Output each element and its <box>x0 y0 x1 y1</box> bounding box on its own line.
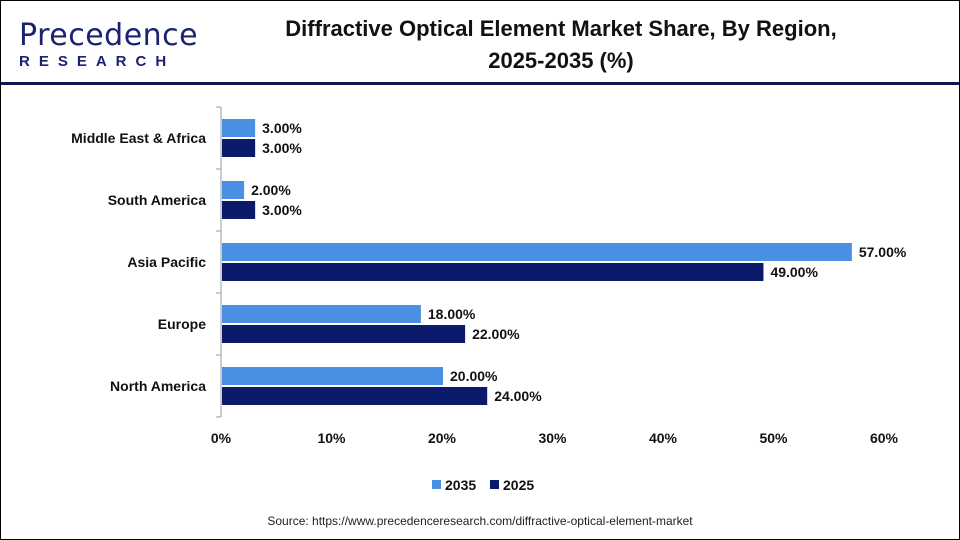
logo-line2: RESEARCH <box>19 53 176 70</box>
title-line2: 2025-2035 (%) <box>488 48 634 73</box>
legend-swatch-2035 <box>432 480 441 489</box>
data-label: 57.00% <box>859 244 907 260</box>
logo-line1: Precedence <box>19 18 199 53</box>
x-tick-label: 10% <box>317 430 346 446</box>
logo: Precedence RESEARCH <box>19 18 199 71</box>
x-tick-label: 50% <box>759 430 788 446</box>
data-label: 20.00% <box>450 368 498 384</box>
y-tick-label: Asia Pacific <box>127 254 206 270</box>
y-tick-label: Middle East & Africa <box>71 130 206 146</box>
y-tick-label: South America <box>108 192 206 208</box>
bar-2025 <box>222 201 256 219</box>
bar-chart: Middle East & Africa 3.00% 3.00% South Amer… <box>71 106 907 493</box>
x-tick-label: 60% <box>870 430 899 446</box>
data-label: 3.00% <box>262 140 302 156</box>
chart-title: Diffractive Optical Element Market Share… <box>201 13 921 77</box>
title-line1: Diffractive Optical Element Market Share… <box>285 16 837 41</box>
data-label: 22.00% <box>472 326 520 342</box>
data-label: 49.00% <box>770 264 818 280</box>
header-divider <box>1 82 959 85</box>
bar-2035 <box>222 243 852 261</box>
legend-label: 2035 <box>445 477 476 493</box>
x-tick-label: 40% <box>649 430 678 446</box>
bar-2025 <box>222 387 488 405</box>
x-tick-label: 30% <box>538 430 567 446</box>
data-label: 3.00% <box>262 120 302 136</box>
bar-2035 <box>222 305 421 323</box>
x-tick-label: 0% <box>211 430 232 446</box>
y-tick-label: Europe <box>158 316 206 332</box>
bar-2035 <box>222 119 256 137</box>
bar-2035 <box>222 181 245 199</box>
bar-2025 <box>222 325 466 343</box>
source-text: Source: https://www.precedenceresearch.c… <box>267 514 693 528</box>
data-label: 3.00% <box>262 202 302 218</box>
y-tick-label: North America <box>110 378 206 394</box>
legend-swatch-2025 <box>490 480 499 489</box>
bar-2035 <box>222 367 443 385</box>
data-label: 18.00% <box>428 306 476 322</box>
bar-2025 <box>222 263 764 281</box>
legend-label: 2025 <box>503 477 534 493</box>
bar-2025 <box>222 139 256 157</box>
x-tick-label: 20% <box>428 430 457 446</box>
data-label: 2.00% <box>251 182 291 198</box>
data-label: 24.00% <box>494 388 542 404</box>
